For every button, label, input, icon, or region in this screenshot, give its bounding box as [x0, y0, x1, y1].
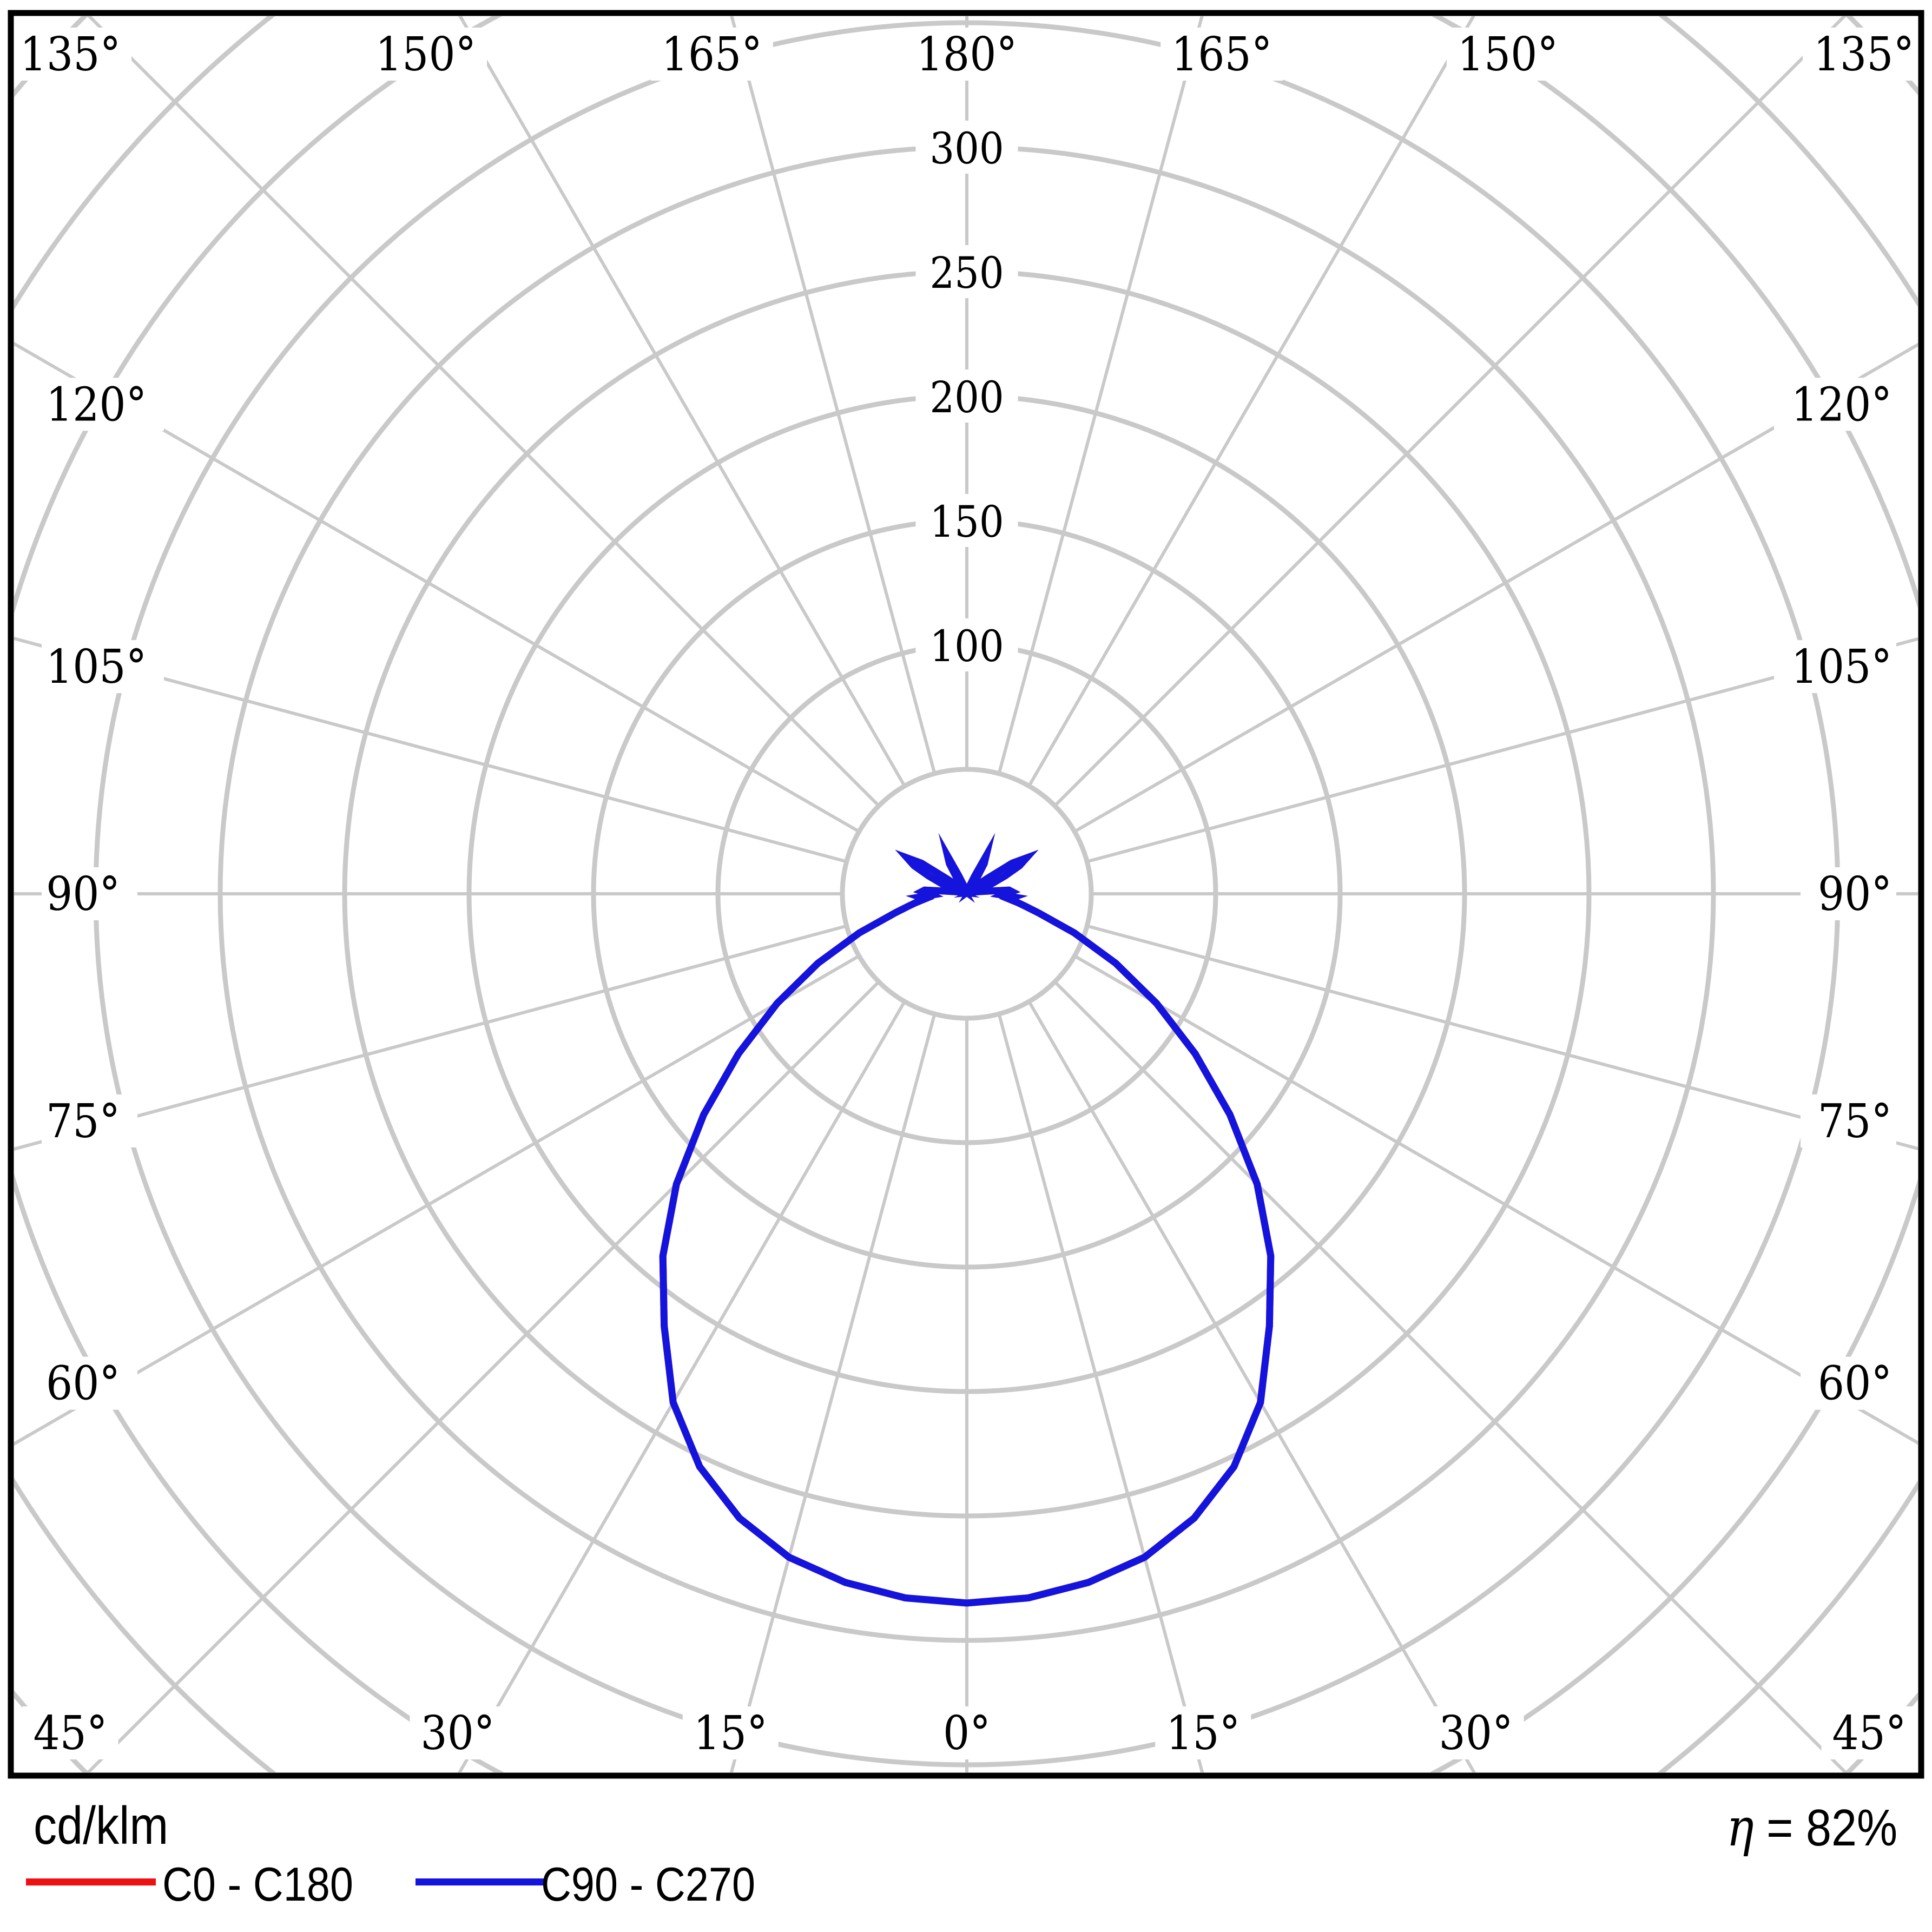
angle-label-left-60-bg	[42, 1356, 137, 1410]
polar-chart-svg: 0° 15° 15° 30° 30° 45° 45° 60° 60° 75° 75° 90° 90° 10…	[8, 10, 1925, 1779]
angle-label-bottom-right-45: 45°	[1832, 1706, 1906, 1760]
angle-label-left-90: 90°	[46, 867, 120, 921]
angle-label-right-75-bg	[1801, 1094, 1896, 1148]
legend-label-c0-c180: C0 - C180	[162, 1857, 353, 1911]
grid-ray-345	[729, 1013, 937, 1772]
angle-label-right-120-bg	[1774, 378, 1896, 431]
angle-label-top-left-150-bg	[365, 28, 487, 81]
grid-ray-135	[1053, 16, 1847, 807]
efficiency-label: η = 82%	[1703, 1797, 1897, 1858]
angle-label-left-105-bg	[42, 640, 164, 694]
angle-label-right-60-bg	[1801, 1356, 1896, 1410]
angle-label-right-120: 120°	[1791, 378, 1892, 432]
grid-ray-330	[457, 1000, 906, 1772]
plot-border	[8, 10, 1924, 1779]
angle-label-top-right-150: 150°	[1458, 28, 1558, 82]
grid-ray-60	[1073, 954, 1918, 1445]
ring-label-300-bg	[915, 121, 1018, 174]
angle-label-bottom-0: 0°	[943, 1706, 991, 1760]
angle-label-right-75: 75°	[1818, 1094, 1892, 1149]
grid-ray-300	[14, 954, 860, 1446]
grid-ray-75	[1086, 924, 1918, 1151]
grid-ray-225	[87, 16, 880, 807]
angle-label-right-90-bg	[1801, 867, 1896, 920]
angle-label-left-75: 75°	[46, 1094, 120, 1149]
grid-ray-195	[730, 16, 937, 774]
efficiency-value: = 82%	[1753, 1799, 1897, 1857]
legend-line-c0-c180	[26, 1878, 156, 1885]
angle-label-bottom-left-45: 45°	[33, 1706, 107, 1760]
angle-label-top-left-165-bg	[650, 28, 773, 81]
angle-label-bottom-left-30: 30°	[420, 1706, 494, 1760]
curve-c90-c270	[659, 833, 1275, 1607]
angle-label-left-120: 120°	[46, 378, 147, 432]
unit-label-text: cd/klm	[34, 1796, 169, 1855]
ring-label-300: 300	[929, 123, 1004, 174]
angle-label-left-105: 105°	[46, 640, 147, 694]
grid-ray-210	[458, 16, 906, 787]
polar-grid	[14, 16, 1918, 1772]
angle-label-top-left-165: 165°	[662, 28, 762, 82]
angle-label-bottom-left-15-bg	[682, 1706, 779, 1759]
angle-label-top-left-135: 135°	[20, 28, 121, 82]
angle-label-right-90: 90°	[1818, 867, 1892, 921]
angle-label-top-right-165: 165°	[1171, 28, 1272, 82]
grid-ray-285	[14, 924, 847, 1151]
angle-label-right-60: 60°	[1818, 1357, 1892, 1411]
angle-label-bottom-right-15: 15°	[1166, 1706, 1240, 1760]
ring-label-100: 100	[929, 621, 1004, 671]
angle-label-top-right-135-bg	[1803, 28, 1925, 81]
angle-label-bottom-right-30-bg	[1428, 1706, 1524, 1759]
ring-label-250-bg	[915, 245, 1018, 298]
ring-label-150: 150	[929, 497, 1004, 547]
angle-label-top-180: 180°	[916, 28, 1017, 82]
angle-label-bottom-left-30-bg	[410, 1706, 506, 1759]
angle-label-top-right-150-bg	[1446, 28, 1569, 81]
angle-label-bottom-left-15: 15°	[694, 1706, 768, 1760]
grid-ray-150	[1027, 16, 1475, 787]
angle-label-left-120-bg	[42, 378, 164, 431]
angle-label-bottom-right-30: 30°	[1439, 1706, 1513, 1760]
ring-label-200: 200	[929, 372, 1004, 423]
angle-label-bottom-0-bg	[932, 1706, 1001, 1759]
legend-line-c90-c270	[416, 1878, 545, 1885]
grid-ray-165	[997, 16, 1204, 774]
angle-label-bottom-left-45-bg	[22, 1706, 118, 1759]
efficiency-symbol: η	[1726, 1797, 1754, 1858]
ring-label-150-bg	[915, 494, 1018, 547]
unit-label: cd/klm	[34, 1795, 187, 1856]
angle-label-top-right-135: 135°	[1814, 28, 1914, 82]
angle-label-top-left-150: 150°	[375, 28, 476, 82]
angle-label-left-60: 60°	[46, 1357, 120, 1411]
grid-ray-120	[1073, 342, 1918, 833]
angle-label-bottom-right-45-bg	[1821, 1706, 1917, 1759]
angle-label-top-right-165-bg	[1160, 28, 1283, 81]
polar-chart: 0° 15° 15° 30° 30° 45° 45° 60° 60° 75° 75° 90° 90° 10…	[8, 10, 1925, 1779]
legend-label-c90-c270: C90 - C270	[541, 1857, 756, 1911]
ring-label-200-bg	[915, 370, 1018, 423]
ring-label-100-bg	[915, 618, 1018, 671]
grid-ray-315	[85, 980, 880, 1772]
angle-label-top-180-bg	[906, 28, 1028, 81]
grid-ray-45	[1053, 980, 1848, 1772]
grid-ray-105	[1086, 637, 1918, 863]
angle-label-right-105: 105°	[1791, 640, 1892, 694]
angle-label-left-75-bg	[42, 1094, 137, 1148]
angle-label-top-left-135-bg	[9, 28, 131, 81]
grid-ray-30	[1027, 1000, 1476, 1772]
grid-ray-15	[997, 1013, 1204, 1772]
angle-label-left-90-bg	[42, 867, 137, 920]
ring-label-250: 250	[929, 248, 1004, 298]
angle-label-right-105-bg	[1774, 640, 1896, 694]
grid-ray-240	[14, 341, 860, 833]
angle-label-bottom-right-15-bg	[1155, 1706, 1251, 1759]
grid-ray-255	[14, 637, 847, 863]
